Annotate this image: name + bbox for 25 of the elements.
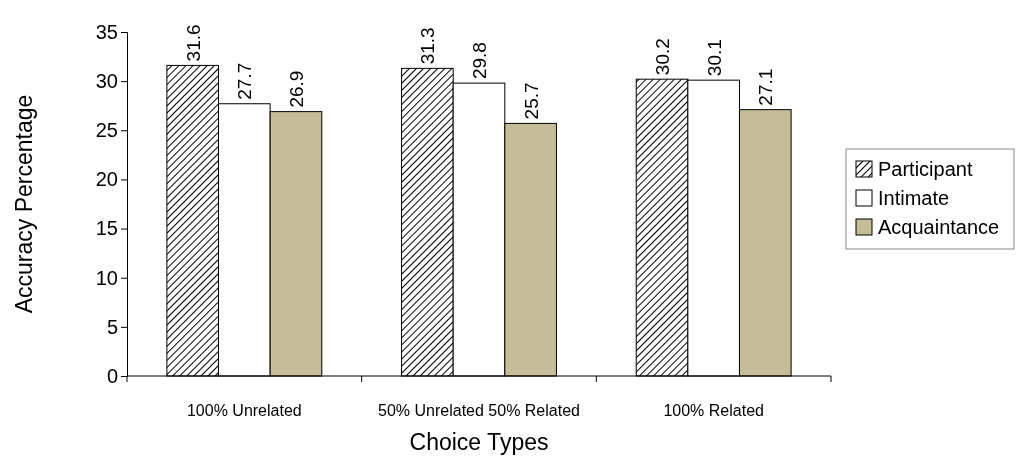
data-label: 25.7 <box>520 82 542 120</box>
y-tick-label: 25 <box>95 119 118 142</box>
data-label: 30.1 <box>703 39 725 77</box>
data-label: 26.9 <box>285 70 307 108</box>
y-tick-label: 20 <box>95 168 118 191</box>
legend-label: Participant <box>878 158 973 180</box>
legend-label: Acquaintance <box>878 216 1000 238</box>
y-tick-label: 35 <box>95 20 118 43</box>
data-label: 31.6 <box>182 24 204 62</box>
y-axis-title: Accuracy Percentage <box>11 94 37 314</box>
legend-label: Intimate <box>878 187 950 209</box>
x-tick-label: 50% Unrelated 50% Related <box>378 402 580 419</box>
data-label: 30.2 <box>652 38 674 76</box>
y-tick-label: 30 <box>95 70 118 93</box>
data-label: 29.8 <box>469 42 490 80</box>
data-label: 31.3 <box>417 27 439 65</box>
data-label: 27.7 <box>234 62 256 100</box>
y-tick-label: 15 <box>95 217 118 240</box>
x-axis-title: Choice Types <box>409 429 549 455</box>
data-label: 27.1 <box>755 68 777 106</box>
x-tick-label: 100% Related <box>663 402 764 419</box>
x-tick-label: 100% Unrelated <box>186 402 302 419</box>
y-tick-label: 0 <box>106 364 118 387</box>
y-tick-label: 10 <box>95 266 118 289</box>
y-tick-label: 5 <box>106 315 118 338</box>
